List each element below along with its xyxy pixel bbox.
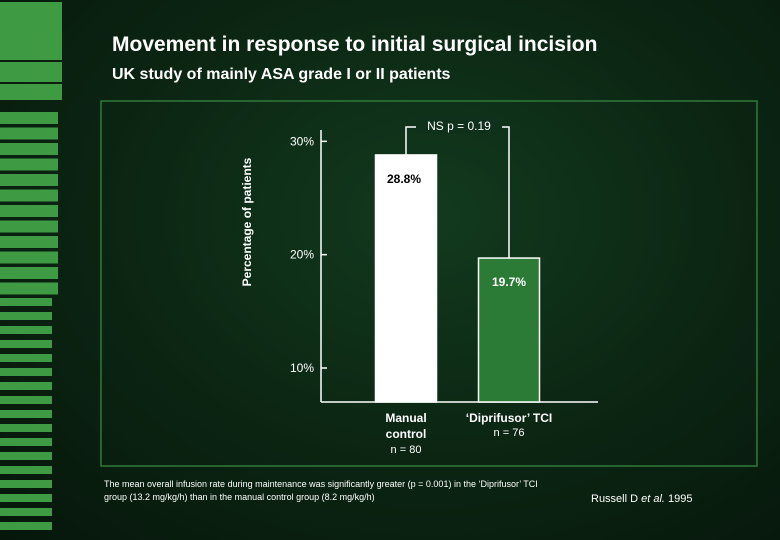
- deco-stripe: [0, 112, 58, 124]
- deco-stripe: [0, 282, 58, 295]
- deco-stripe: [0, 251, 58, 264]
- deco-stripe: [0, 382, 52, 390]
- y-tick-label: 10%: [290, 361, 314, 375]
- page-subtitle: UK study of mainly ASA grade I or II pat…: [112, 66, 451, 83]
- footnote: The mean overall infusion rate during ma…: [104, 479, 538, 502]
- citation: Russell D et al. 1995: [591, 493, 693, 505]
- deco-stripe: [0, 452, 52, 460]
- bar: [374, 154, 438, 403]
- deco-block: [0, 84, 62, 100]
- deco-stripe: [0, 298, 52, 306]
- deco-stripe: [0, 174, 58, 186]
- deco-block: [0, 2, 62, 60]
- deco-stripe: [0, 368, 52, 376]
- deco-stripe: [0, 494, 52, 502]
- y-tick-label: 20%: [290, 248, 314, 262]
- citation-year: 1995: [664, 493, 693, 505]
- deco-stripe: [0, 354, 52, 362]
- deco-stripe: [0, 424, 52, 432]
- deco-stripe: [0, 220, 58, 233]
- significance-annotation: NS p = 0.19: [427, 119, 491, 133]
- deco-stripe: [0, 143, 58, 155]
- deco-stripe: [0, 480, 52, 488]
- deco-stripe: [0, 438, 52, 446]
- x-category-label: ‘Diprifusor’ TCI: [466, 411, 552, 425]
- bar-value-label: 19.7%: [492, 275, 526, 289]
- deco-stripe: [0, 396, 52, 404]
- deco-stripe: [0, 312, 52, 320]
- sample-size-label: n = 76: [494, 427, 525, 439]
- chart-frame: [100, 100, 758, 467]
- deco-stripe: [0, 522, 52, 530]
- deco-stripe: [0, 158, 58, 171]
- annotation-backdrop: [416, 116, 502, 134]
- deco-block: [0, 62, 62, 82]
- x-category-label: Manual control: [385, 411, 426, 441]
- deco-stripe: [0, 340, 52, 348]
- deco-stripe: [0, 127, 58, 140]
- deco-stripe: [0, 410, 52, 418]
- deco-stripe: [0, 236, 58, 248]
- deco-stripe: [0, 508, 52, 516]
- y-tick-label: 30%: [290, 134, 314, 148]
- deco-stripe: [0, 326, 52, 334]
- deco-stripe: [0, 267, 58, 279]
- sample-size-label: n = 80: [391, 444, 422, 456]
- y-axis-label: Percentage of patients: [240, 157, 254, 286]
- citation-etal: et al.: [641, 493, 665, 505]
- bar: [477, 257, 541, 403]
- bar-value-label: 28.8%: [387, 172, 421, 186]
- deco-stripe: [0, 466, 52, 474]
- deco-stripe: [0, 205, 58, 217]
- citation-author: Russell D: [591, 493, 642, 505]
- deco-stripe: [0, 189, 58, 202]
- page-title: Movement in response to initial surgical…: [112, 33, 598, 56]
